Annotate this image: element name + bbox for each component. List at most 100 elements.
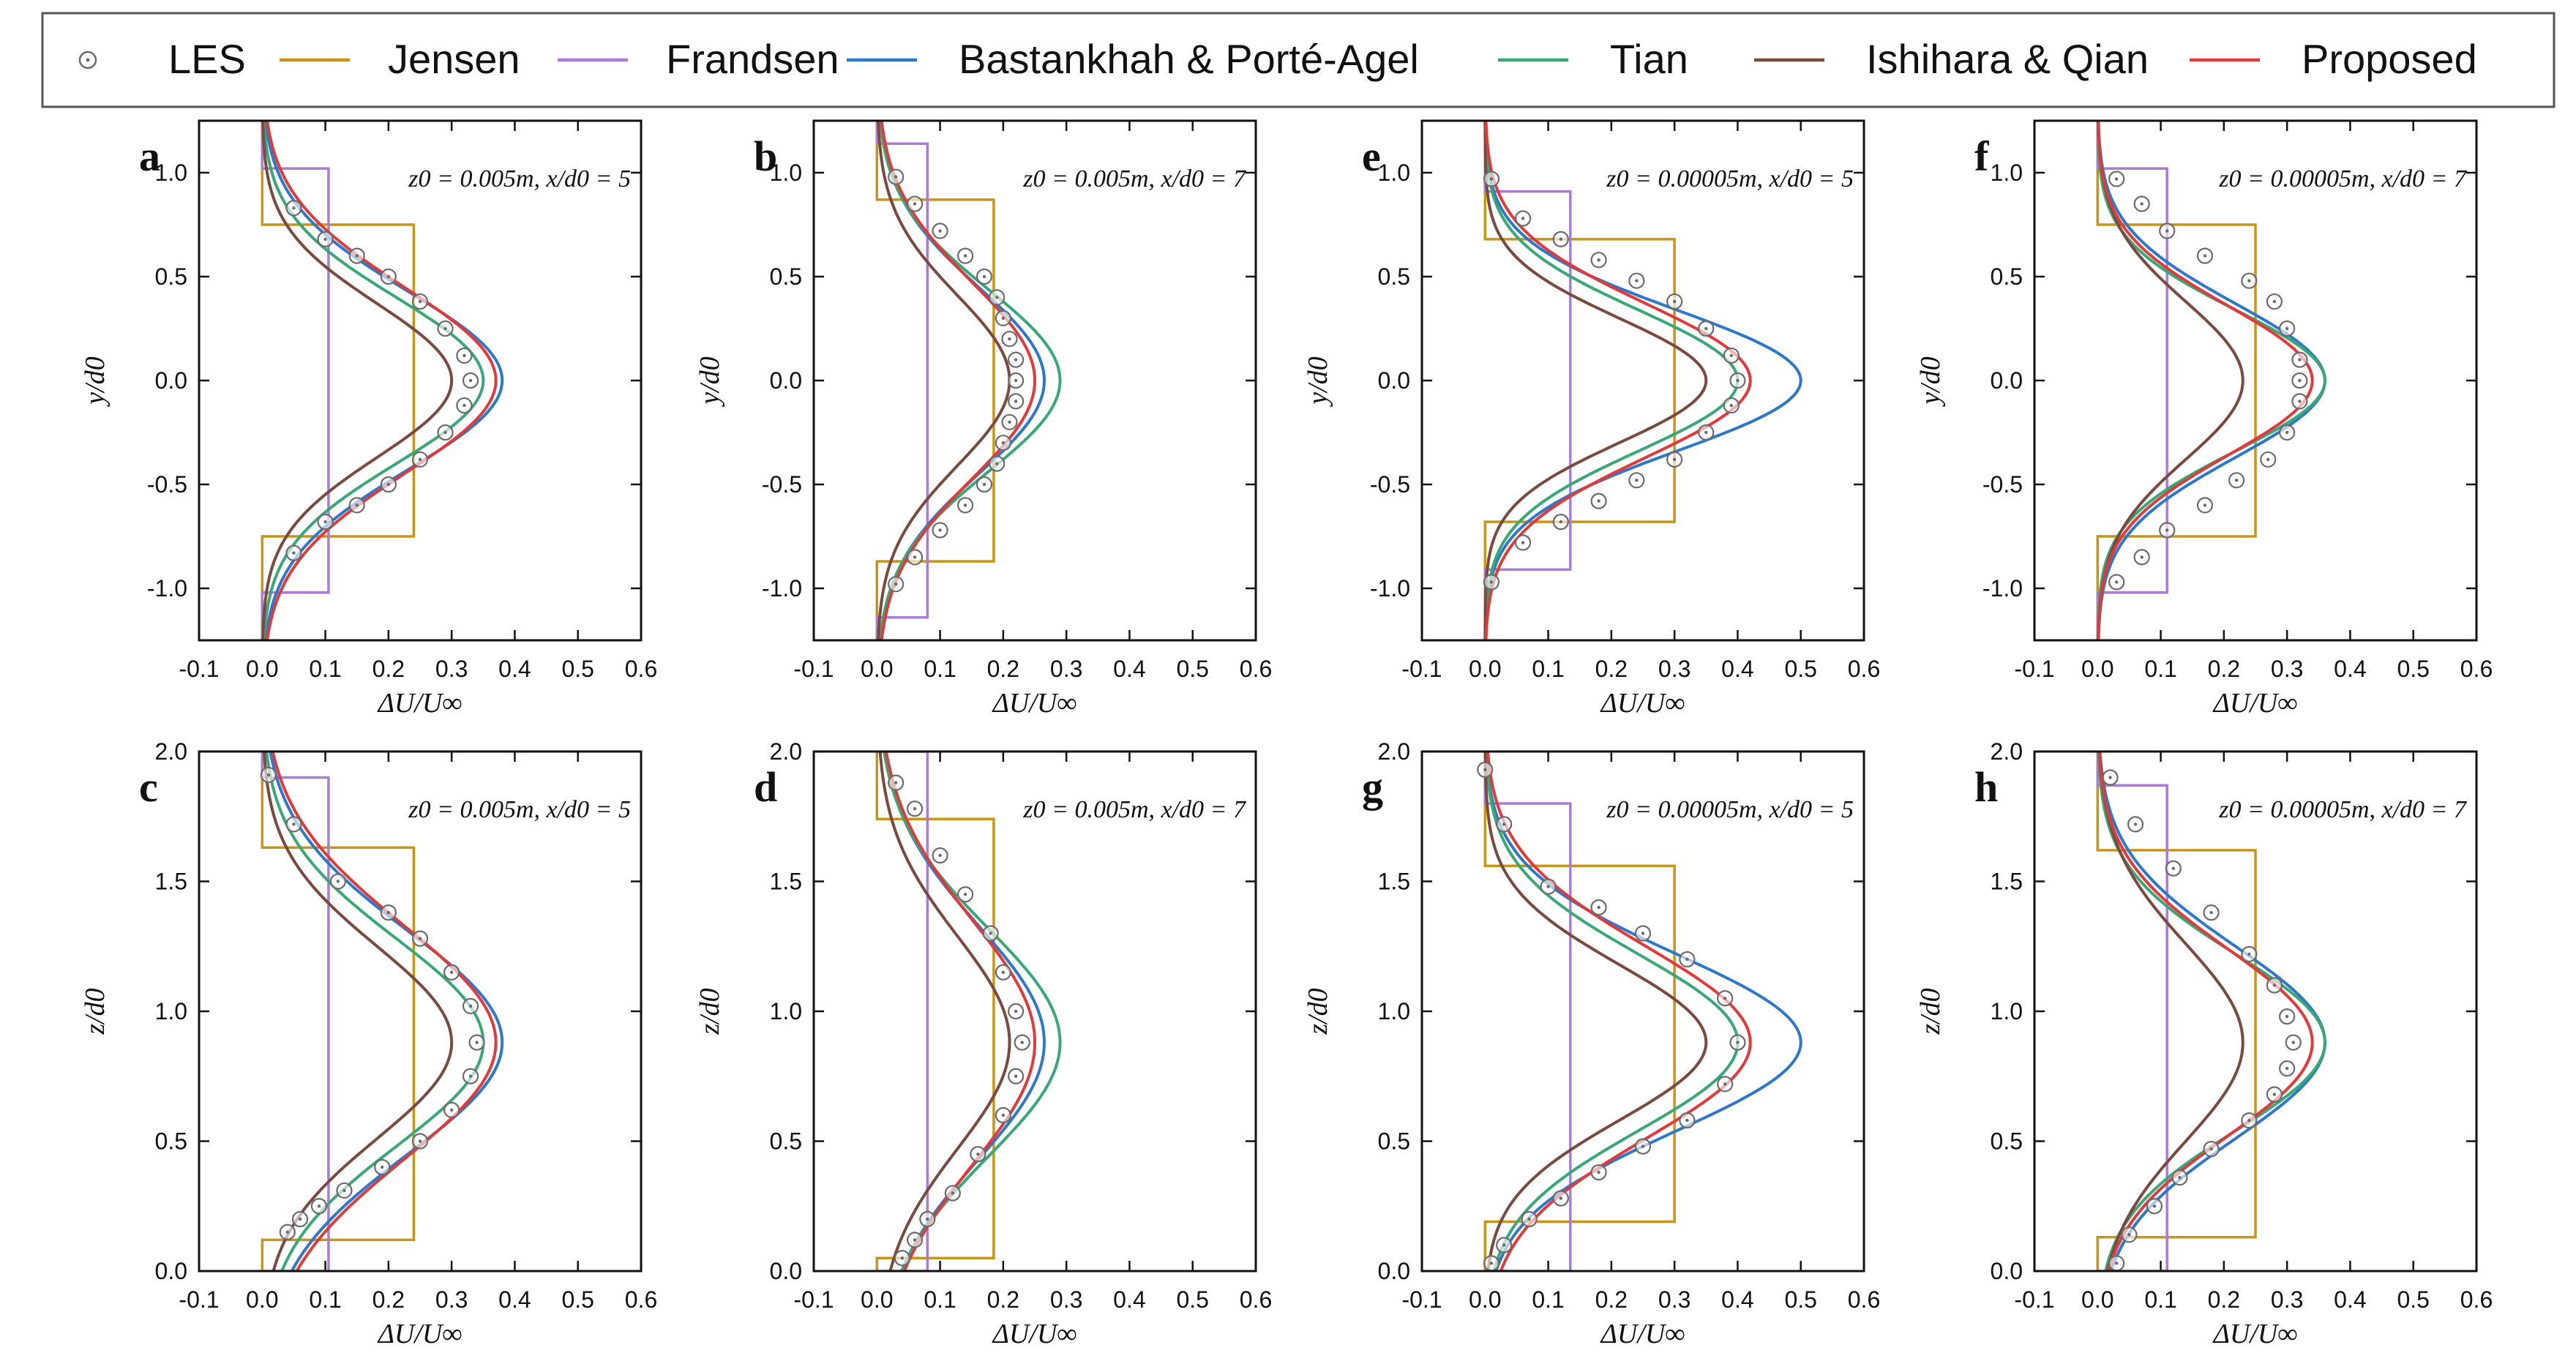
panel-label: b xyxy=(754,132,777,180)
panel-annotation: z0 = 0.005m, x/d0 = 7 xyxy=(1022,796,1247,823)
y-tick-label: -0.5 xyxy=(147,471,187,498)
les-point-dot xyxy=(2114,177,2119,181)
panel-label: c xyxy=(139,763,158,811)
y-tick-label: 0.5 xyxy=(1991,263,2023,290)
y-tick-label: 0.0 xyxy=(1991,1258,2023,1284)
y-tick-label: 0.0 xyxy=(155,1258,187,1284)
x-tick-label: 0.6 xyxy=(2460,656,2493,682)
les-point-dot xyxy=(292,551,296,555)
les-point-dot xyxy=(1521,541,1525,544)
les-point-dot xyxy=(266,773,271,777)
les-point-dot xyxy=(913,1238,917,1242)
x-tick-label: 0.3 xyxy=(1050,656,1082,682)
panel-label: g xyxy=(1362,763,1383,811)
x-tick-label: 0.2 xyxy=(987,656,1019,682)
les-point-dot xyxy=(1685,957,1689,962)
x-tick-label: 0.4 xyxy=(1113,656,1145,682)
les-point-dot xyxy=(2298,378,2302,383)
x-tick-label: 0.4 xyxy=(2334,1286,2366,1313)
x-tick-label: 0.6 xyxy=(1240,1286,1272,1313)
y-tick-label: 1.0 xyxy=(770,160,802,186)
les-point-dot xyxy=(1672,299,1677,304)
plot-frame xyxy=(2033,750,2478,1273)
x-tick-label: 0.2 xyxy=(987,1286,1019,1313)
x-tick-label: 0.0 xyxy=(1469,656,1501,682)
legend: LES Jensen Frandsen Bastankhah & Porté-Agel… xyxy=(41,12,2556,108)
legend-label-bpa: Bastankhah & Porté-Agel xyxy=(959,36,1419,82)
y-axis-label: z/d0 xyxy=(1915,988,1946,1035)
panel-label: e xyxy=(1362,132,1381,180)
y-tick-label: 0.5 xyxy=(155,1128,187,1155)
y-tick-label: -1.0 xyxy=(1982,575,2023,602)
x-tick-label: 0.1 xyxy=(309,1286,341,1313)
x-tick-label: -0.1 xyxy=(179,1286,219,1313)
les-point-dot xyxy=(982,482,986,487)
les-point-dot xyxy=(386,910,391,915)
x-tick-label: 0.4 xyxy=(1721,656,1753,682)
legend-item-tian: Tian xyxy=(1498,36,1688,82)
les-point-dot xyxy=(1736,1041,1740,1044)
les-point-dot xyxy=(1001,316,1006,320)
y-axis-label: z/d0 xyxy=(1303,988,1333,1035)
plot-area xyxy=(875,752,1062,1271)
plot-frame xyxy=(198,750,643,1273)
plot-frame xyxy=(2033,119,2478,642)
legend-label-proposed: Proposed xyxy=(2302,36,2477,82)
x-tick-label: 0.0 xyxy=(246,1286,278,1313)
y-tick-label: 1.0 xyxy=(155,160,187,186)
les-point-dot xyxy=(1489,1262,1494,1265)
y-tick-label: 0.0 xyxy=(155,367,187,394)
x-tick-label: 0.0 xyxy=(861,1286,893,1313)
les-point-dot xyxy=(982,274,986,279)
les-point-dot xyxy=(2140,202,2143,206)
x-tick-label: 0.2 xyxy=(372,656,405,682)
les-point-dot xyxy=(1685,1118,1689,1123)
x-tick-label: 0.6 xyxy=(1240,656,1272,682)
les-point-dot xyxy=(2247,952,2251,956)
x-tick-label: 0.0 xyxy=(2081,1286,2113,1313)
series-iq xyxy=(262,752,454,1271)
les-point-dot xyxy=(2114,1262,2119,1265)
x-tick-label: 0.4 xyxy=(2334,656,2366,682)
x-tick-label: 0.1 xyxy=(2144,656,2176,682)
y-tick-label: -1.0 xyxy=(147,575,187,602)
les-point-dot xyxy=(292,206,296,210)
les-point-dot xyxy=(1729,353,1733,358)
plot-frame xyxy=(812,119,1257,642)
x-tick-label: 0.0 xyxy=(1469,1286,1501,1313)
y-tick-label: 1.0 xyxy=(155,998,187,1024)
les-point-dot xyxy=(443,326,447,331)
panel-b: b -0.1 0.0 0.1 0.2 0.3 0.4 0.5 0.6 -1.0 -0.5 0.0 0.5… xyxy=(694,119,1272,719)
les-point-dot xyxy=(2285,430,2289,435)
les-point-dot xyxy=(1736,378,1740,383)
series-proposed xyxy=(880,121,1037,640)
series-iq xyxy=(878,752,1011,1271)
x-axis-label: ΔU/U∞ xyxy=(377,688,463,719)
panel-g: g-0.1 0.0 0.1 0.2 0.3 0.4 0.5 0.60.00.51.01.52.… xyxy=(1303,738,1880,1349)
les-point-dot xyxy=(1723,997,1727,1000)
y-tick-label: 0.0 xyxy=(1378,367,1410,394)
les-point-dot xyxy=(1597,258,1600,262)
x-tick-label: 0.6 xyxy=(1848,1286,1880,1313)
panel-annotation: z0 = 0.00005m, x/d0 = 7 xyxy=(2218,165,2468,192)
les-point-dot xyxy=(2133,822,2138,826)
les-point-dot xyxy=(2165,229,2169,233)
les-point-dot xyxy=(386,482,391,487)
x-tick-label: 0.4 xyxy=(498,1286,531,1313)
plot-frame xyxy=(1420,119,1865,642)
panel-annotation: z0 = 0.005m, x/d0 = 5 xyxy=(408,796,631,823)
les-point-dot xyxy=(2266,457,2270,462)
y-tick-label: 0.0 xyxy=(770,1258,802,1284)
les-point-dot xyxy=(463,353,466,358)
y-tick-label: 0.5 xyxy=(770,1128,802,1155)
panel-label: a xyxy=(139,132,160,180)
les-point-dot xyxy=(913,806,917,811)
les-point-dot xyxy=(1641,932,1645,935)
panel-annotation: z0 = 0.005m, x/d0 = 5 xyxy=(408,165,631,192)
series-proposed xyxy=(1484,121,1752,640)
series-jensen xyxy=(875,121,995,640)
x-tick-label: 0.3 xyxy=(435,656,468,682)
les-point-dot xyxy=(913,555,917,559)
les-point-dot xyxy=(2272,983,2277,987)
series-frandsen xyxy=(261,121,330,640)
